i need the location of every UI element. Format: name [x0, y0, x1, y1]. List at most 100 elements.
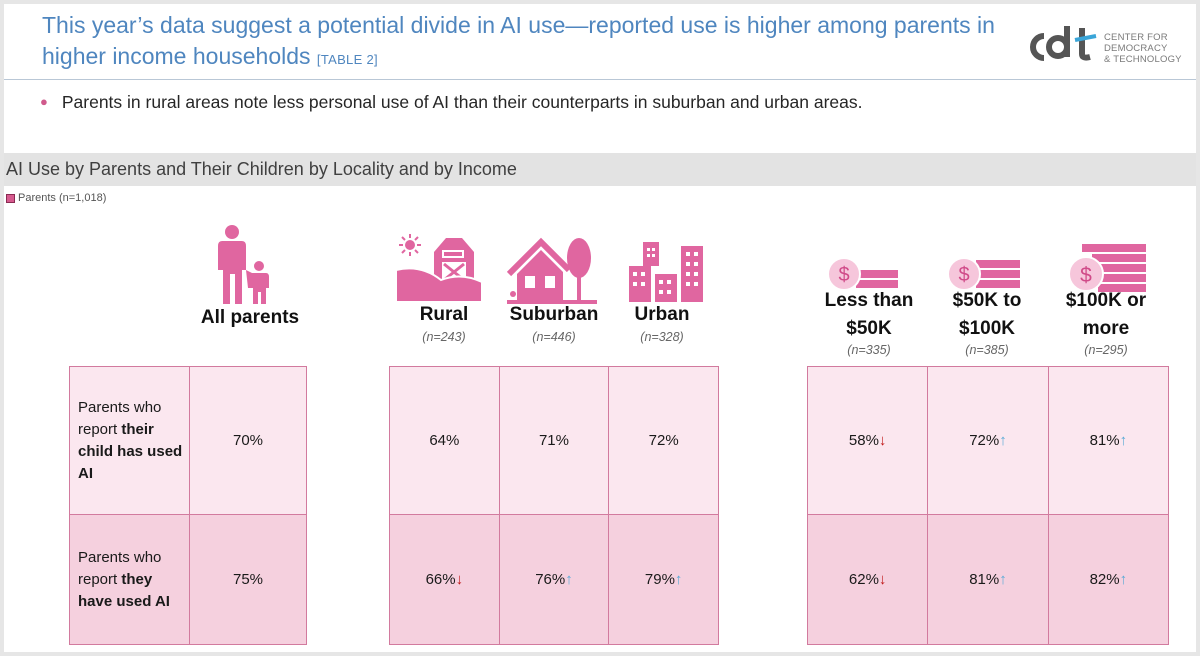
bullet-text: Parents in rural areas note less persona…: [61, 92, 863, 112]
table-row: Parents who report they have used AI 75%: [69, 514, 307, 645]
col-n-less-50k: (n=335): [847, 343, 891, 357]
col-header-line1: Less than: [824, 290, 914, 311]
cell: 81%↑: [1047, 366, 1170, 515]
row-label-pre: Parents who report: [78, 398, 162, 438]
col-header-100k-more: $100K or more: [1041, 287, 1171, 343]
col-header-line1: $100K or: [1065, 290, 1147, 311]
bullet-dot-icon: ●: [40, 94, 48, 109]
legend-label: Parents (n=1,018): [18, 192, 107, 204]
table-row: 58%↓ 72%↑ 81%↑: [806, 366, 1170, 515]
logo-line-1: CENTER FOR: [1104, 32, 1168, 43]
arrow-up-icon: ↑: [999, 571, 1007, 588]
cell: 72%: [608, 366, 719, 515]
cell-value: 72%: [969, 432, 1000, 449]
cell: 62%↓: [806, 514, 929, 645]
col-header-suburban: Suburban: [509, 304, 599, 325]
cell: 70%: [189, 366, 307, 515]
slide-title: This year’s data suggest a potential div…: [42, 10, 1022, 75]
row-label-bold: they have used AI: [78, 570, 170, 610]
col-header-line2: $100K: [959, 318, 1015, 339]
cell-value: 75%: [232, 571, 264, 588]
title-text: This year’s data suggest a potential div…: [42, 12, 995, 69]
col-n-50k-100k: (n=385): [965, 343, 1009, 357]
cell-value: 62%: [848, 571, 879, 588]
section-header: AI Use by Parents and Their Children by …: [4, 153, 1196, 186]
col-header-less-50k: Less than $50K: [804, 287, 934, 343]
cell-value: 64%: [429, 432, 460, 449]
col-header-urban: Urban: [634, 304, 690, 325]
cell: 58%↓: [806, 366, 929, 515]
cell: 66%↓: [389, 514, 500, 645]
svg-text:$: $: [838, 264, 849, 286]
cell: 76%↑: [498, 514, 610, 645]
row-label-pre: Parents who report: [78, 548, 162, 588]
arrow-up-icon: ↑: [1119, 432, 1128, 449]
section-title: AI Use by Parents and Their Children by …: [6, 159, 517, 179]
col-header-50k-100k: $50K to $100K: [922, 287, 1052, 343]
legend: Parents (n=1,018): [6, 192, 106, 204]
cell-value: 66%: [425, 571, 456, 588]
cell-value: 81%: [969, 571, 1000, 588]
title-tag: [TABLE 2]: [316, 52, 378, 67]
col-n-100k-more: (n=295): [1084, 343, 1128, 357]
money-medium-icon: $: [947, 258, 1020, 291]
table-all-parents: Parents who report their child has used …: [69, 366, 307, 645]
house-icon: [507, 237, 597, 304]
logo-text: CENTER FOR DEMOCRACY & TECHNOLOGY: [1104, 32, 1182, 65]
legend-swatch: [6, 193, 15, 203]
row-label-parent-used-ai: Parents who report they have used AI: [69, 514, 190, 645]
col-n-urban: (n=328): [640, 330, 684, 344]
money-large-icon: $: [1068, 244, 1146, 292]
cdt-logo: CENTER FOR DEMOCRACY & TECHNOLOGY: [1022, 24, 1192, 72]
cell-value: 70%: [232, 432, 264, 449]
arrow-up-icon: ↑: [999, 432, 1007, 449]
cell-value: 72%: [648, 432, 679, 449]
row-label-child-used-ai: Parents who report their child has used …: [69, 366, 190, 515]
logo-line-3: & TECHNOLOGY: [1104, 54, 1182, 65]
cell-value: 82%: [1089, 571, 1120, 588]
cell: 81%↑: [927, 514, 1049, 645]
money-small-icon: $: [827, 258, 898, 291]
cdt-logo-icon: [1030, 26, 1097, 61]
col-header-line2: more: [1082, 318, 1130, 339]
table-row: 66%↓ 76%↑ 79%↑: [389, 514, 719, 645]
col-n-rural: (n=243): [422, 330, 466, 344]
col-header-all-parents: All parents: [200, 307, 300, 328]
logo-line-2: DEMOCRACY: [1104, 43, 1168, 54]
cell-value: 58%: [848, 432, 879, 449]
barn-icon: [396, 234, 482, 302]
svg-text:$: $: [1080, 264, 1092, 287]
cell-value: 71%: [538, 432, 569, 449]
arrow-up-icon: ↑: [565, 571, 573, 588]
col-header-line1: $50K to: [952, 290, 1022, 311]
cell: 72%↑: [927, 366, 1049, 515]
cell: 79%↑: [608, 514, 719, 645]
row-label-bold: their child has used AI: [78, 420, 183, 482]
cell: 82%↑: [1047, 514, 1170, 645]
arrow-down-icon: ↓: [878, 432, 887, 449]
cell: 71%: [498, 366, 610, 515]
table-row: 62%↓ 81%↑ 82%↑: [806, 514, 1170, 645]
arrow-up-icon: ↑: [674, 571, 683, 588]
col-header-line2: $50K: [846, 318, 892, 339]
svg-text:$: $: [958, 264, 969, 286]
bullet-point: ● Parents in rural areas note less person…: [40, 92, 862, 113]
slide: This year’s data suggest a potential div…: [4, 4, 1196, 652]
table-income: 58%↓ 72%↑ 81%↑ 62%↓ 81%↑ 82%↑: [806, 366, 1170, 645]
col-header-rural: Rural: [419, 304, 469, 325]
cell-value: 76%: [535, 571, 566, 588]
table-row: 64% 71% 72%: [389, 366, 719, 515]
slide-header: This year’s data suggest a potential div…: [4, 4, 1196, 80]
cell-value: 79%: [644, 571, 675, 588]
cell: 64%: [389, 366, 500, 515]
city-icon: [629, 242, 703, 302]
arrow-up-icon: ↑: [1119, 571, 1128, 588]
col-n-suburban: (n=446): [532, 330, 576, 344]
table-row: Parents who report their child has used …: [69, 366, 307, 515]
arrow-down-icon: ↓: [878, 571, 887, 588]
table-locality: 64% 71% 72% 66%↓ 76%↑ 79%↑: [389, 366, 719, 645]
arrow-down-icon: ↓: [455, 571, 464, 588]
cell-value: 81%: [1089, 432, 1120, 449]
cell: 75%: [189, 514, 307, 645]
parent-child-icon: [218, 225, 269, 304]
